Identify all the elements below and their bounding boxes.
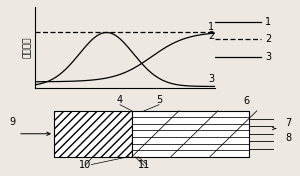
Text: 5: 5 — [156, 95, 162, 105]
Text: 2: 2 — [265, 34, 271, 44]
Text: 10: 10 — [79, 160, 91, 170]
Text: 6: 6 — [243, 96, 249, 106]
Y-axis label: 沉积温度: 沉积温度 — [23, 37, 32, 58]
Bar — [132, 111, 249, 157]
Bar — [54, 111, 132, 157]
Text: 3: 3 — [265, 52, 271, 62]
Text: 4: 4 — [117, 95, 123, 105]
Text: 8: 8 — [285, 133, 291, 143]
Text: 3: 3 — [208, 74, 214, 84]
Text: 9: 9 — [9, 117, 15, 127]
Text: 1: 1 — [208, 22, 214, 32]
Text: 2: 2 — [208, 31, 214, 41]
Text: 1: 1 — [265, 17, 271, 27]
Text: 7: 7 — [285, 118, 291, 128]
Text: 11: 11 — [138, 160, 150, 170]
